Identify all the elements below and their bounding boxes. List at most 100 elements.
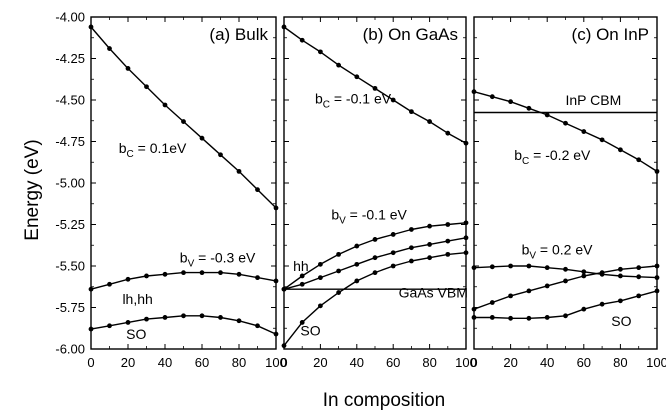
annotation-label: SO bbox=[126, 326, 146, 342]
data-point bbox=[255, 187, 260, 193]
x-tick-label: 80 bbox=[232, 355, 246, 370]
data-point bbox=[354, 261, 360, 267]
data-point bbox=[489, 94, 495, 100]
panel-title: (b) On GaAs bbox=[363, 25, 458, 44]
data-point bbox=[218, 270, 223, 276]
series-line bbox=[90, 271, 277, 290]
data-point bbox=[236, 168, 242, 174]
data-point bbox=[471, 306, 477, 312]
data-point bbox=[318, 303, 323, 309]
x-tick-label: 60 bbox=[195, 355, 209, 370]
data-point bbox=[162, 315, 168, 320]
data-point bbox=[125, 66, 131, 71]
data-point bbox=[654, 275, 660, 281]
data-point bbox=[107, 46, 112, 51]
data-point bbox=[354, 243, 360, 249]
data-point bbox=[526, 263, 532, 269]
data-point bbox=[162, 102, 168, 108]
data-point bbox=[636, 265, 642, 271]
series-line bbox=[473, 265, 658, 310]
x-tick-label: 20 bbox=[313, 355, 327, 370]
data-point bbox=[599, 137, 605, 143]
data-point bbox=[409, 227, 414, 232]
data-point bbox=[563, 120, 568, 126]
data-point bbox=[199, 270, 205, 276]
y-tick-label: -6.00 bbox=[55, 342, 85, 357]
data-point bbox=[471, 315, 477, 320]
data-point bbox=[372, 270, 378, 276]
x-tick-label: 40 bbox=[350, 355, 364, 370]
data-point bbox=[526, 288, 532, 294]
data-point bbox=[390, 97, 396, 103]
annotation-label: bV = -0.3 eV bbox=[180, 250, 256, 270]
data-point bbox=[299, 273, 305, 279]
panel-title: (a) Bulk bbox=[209, 25, 268, 44]
data-point bbox=[88, 286, 94, 292]
data-point bbox=[181, 313, 186, 319]
x-tick-label: 60 bbox=[386, 355, 400, 370]
data-point bbox=[427, 255, 432, 261]
data-point bbox=[336, 251, 341, 257]
data-point bbox=[445, 222, 451, 227]
data-point bbox=[445, 238, 451, 244]
data-point bbox=[372, 85, 378, 91]
data-point bbox=[125, 320, 131, 325]
data-point bbox=[354, 74, 360, 80]
data-point bbox=[299, 320, 305, 325]
data-point bbox=[144, 84, 149, 90]
x-tick-label: 0 bbox=[87, 355, 94, 370]
data-point bbox=[390, 263, 396, 269]
annotation-label: InP CBM bbox=[566, 92, 622, 108]
data-point bbox=[281, 24, 287, 30]
annotation-label: GaAs VBM bbox=[399, 285, 468, 301]
data-point bbox=[618, 266, 623, 272]
x-tick-label: 80 bbox=[613, 355, 627, 370]
data-point bbox=[463, 140, 469, 146]
data-point bbox=[445, 251, 451, 257]
data-point bbox=[599, 301, 605, 307]
data-point bbox=[144, 273, 149, 279]
data-point bbox=[273, 205, 279, 211]
y-tick-label: -5.25 bbox=[55, 217, 85, 232]
data-point bbox=[255, 275, 260, 281]
data-point bbox=[218, 152, 223, 158]
data-point bbox=[107, 281, 112, 287]
panel-a: -4.00 -4.25 -4.50 -4.75 -5.00 -5.25 -5.50 -5.75… bbox=[55, 10, 286, 371]
x-axis-title: In composition bbox=[323, 390, 446, 411]
y-tick-label: -4.50 bbox=[55, 93, 85, 108]
data-point bbox=[581, 306, 587, 312]
annotation-label: lh,hh bbox=[122, 291, 152, 307]
data-point bbox=[299, 281, 305, 287]
y-axis-title: Energy (eV) bbox=[22, 139, 43, 240]
data-point bbox=[273, 331, 279, 337]
data-point bbox=[318, 49, 323, 55]
annotation-label: bC = -0.2 eV bbox=[514, 147, 591, 167]
data-point bbox=[581, 273, 587, 279]
x-tick-label: 20 bbox=[121, 355, 135, 370]
data-point bbox=[544, 315, 550, 320]
annotation-label: SO bbox=[300, 323, 320, 339]
data-point bbox=[508, 263, 513, 269]
annotation-label: SO bbox=[611, 313, 631, 329]
y-tick-label: -4.25 bbox=[55, 51, 85, 66]
y-tick-label: -5.75 bbox=[55, 300, 85, 315]
data-point bbox=[427, 242, 432, 247]
data-point bbox=[654, 168, 660, 174]
data-point bbox=[336, 290, 341, 295]
data-point bbox=[409, 109, 414, 115]
series-line bbox=[90, 26, 277, 209]
data-point bbox=[563, 266, 568, 272]
data-point bbox=[636, 157, 642, 163]
data-point bbox=[281, 343, 287, 349]
series-line bbox=[90, 315, 277, 335]
data-point bbox=[636, 293, 642, 299]
data-point bbox=[354, 278, 360, 284]
data-point bbox=[144, 316, 149, 322]
data-point bbox=[654, 288, 660, 294]
annotation-label: bC = -0.1 eV bbox=[315, 90, 392, 110]
data-point bbox=[390, 250, 396, 256]
data-point bbox=[618, 298, 623, 304]
data-point bbox=[508, 99, 513, 105]
annotation-label: bC = 0.1eV bbox=[119, 140, 187, 160]
data-point bbox=[236, 318, 242, 324]
